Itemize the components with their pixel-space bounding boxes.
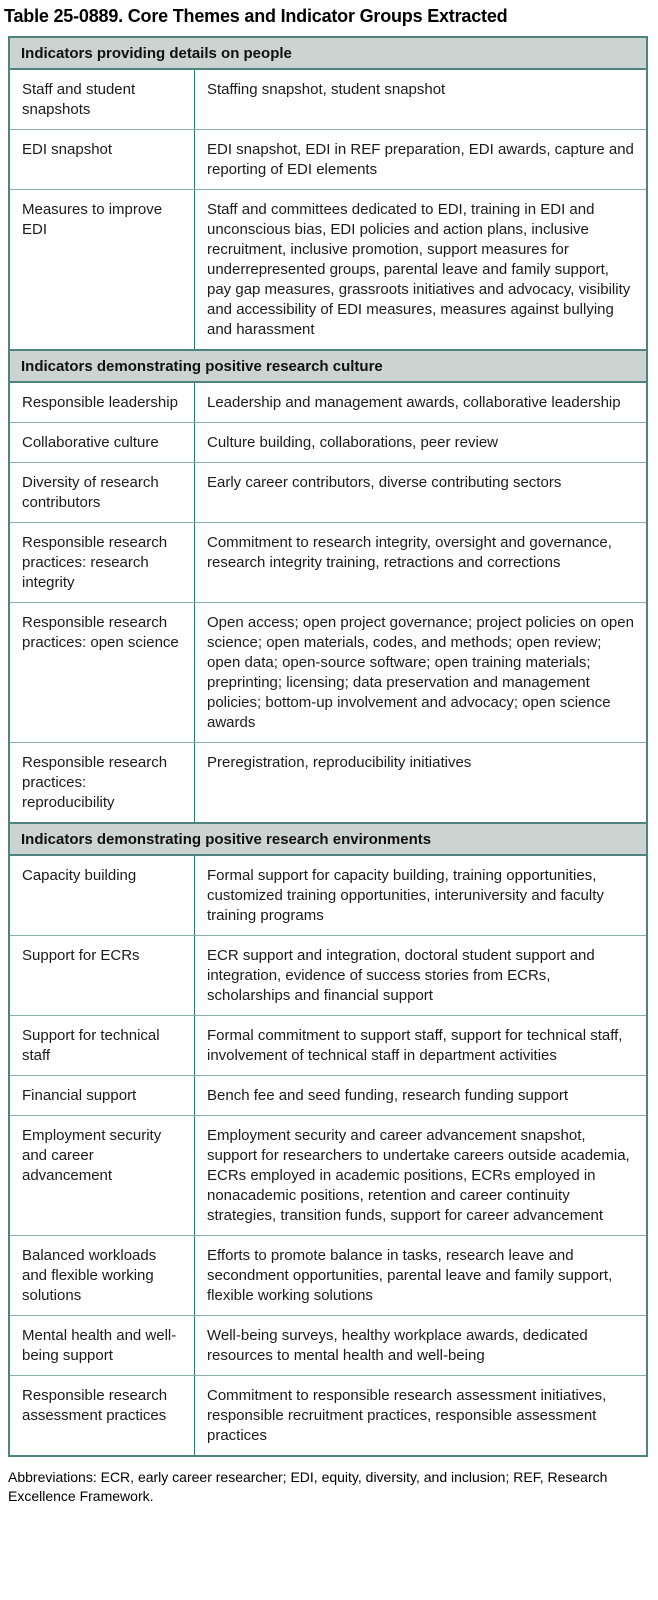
table-row: Balanced workloads and flexible working … [10, 1236, 646, 1316]
theme-cell: Mental health and well-being support [10, 1316, 195, 1375]
table-row: Measures to improve EDI Staff and committ… [10, 190, 646, 349]
table-title: Table 25-0889. Core Themes and Indicator… [4, 6, 508, 26]
indicators-cell: Employment security and career advanceme… [207, 1127, 630, 1224]
indicators-cell: Formal commitment to support staff, supp… [207, 1027, 623, 1064]
theme-cell: Financial support [10, 1076, 195, 1115]
table-row: Diversity of research contributors Early … [10, 463, 646, 523]
table-row: Capacity building Formal support for capa… [10, 856, 646, 936]
theme-cell: Employment security and career advanceme… [10, 1116, 195, 1235]
section-header: Indicators demonstrating positive resear… [10, 351, 646, 383]
theme-cell: Responsible research practices: open sci… [10, 603, 195, 742]
indicators-cell: Staff and committees dedicated to EDI, t… [207, 201, 631, 338]
table-row: Employment security and career advanceme… [10, 1116, 646, 1236]
indicators-cell: Culture building, collaborations, peer r… [207, 434, 498, 451]
table-row: Staff and student snapshots Staffing snap… [10, 70, 646, 130]
indicators-cell: ECR support and integration, doctoral st… [207, 947, 595, 1004]
indicators-cell: Leadership and management awards, collab… [207, 394, 621, 411]
section-body: Staff and student snapshots Staffing snap… [10, 70, 646, 351]
core-themes-table: Indicators providing details on people St… [8, 36, 648, 1457]
table-row: Responsible research assessment practice… [10, 1376, 646, 1455]
indicators-cell: Commitment to research integrity, oversi… [207, 534, 612, 571]
theme-cell: Collaborative culture [10, 423, 195, 462]
theme-cell: Staff and student snapshots [10, 70, 195, 129]
indicators-cell: Bench fee and seed funding, research fun… [207, 1087, 569, 1104]
theme-cell: Balanced workloads and flexible working … [10, 1236, 195, 1315]
section-header: Indicators providing details on people [10, 38, 646, 70]
indicators-cell: Preregistration, reproducibility initiat… [207, 754, 472, 771]
theme-cell: Support for technical staff [10, 1016, 195, 1075]
theme-cell: EDI snapshot [10, 130, 195, 189]
table-row: Responsible research practices: open sci… [10, 603, 646, 743]
indicators-cell: Formal support for capacity building, tr… [207, 867, 604, 924]
indicators-cell: Efforts to promote balance in tasks, res… [207, 1247, 613, 1304]
indicators-cell: Commitment to responsible research asses… [207, 1387, 607, 1444]
table-row: Responsible research practices: research… [10, 523, 646, 603]
table-row: Support for technical staff Formal commit… [10, 1016, 646, 1076]
document-page: Table 25-0889. Core Themes and Indicator… [4, 6, 648, 1504]
section-body: Responsible leadership Leadership and man… [10, 383, 646, 824]
table-row: EDI snapshot EDI snapshot, EDI in REF pre… [10, 130, 646, 190]
table-row: Collaborative culture Culture building, c… [10, 423, 646, 463]
table-row: Mental health and well-being support Well… [10, 1316, 646, 1376]
section-header: Indicators demonstrating positive resear… [10, 824, 646, 856]
table-row: Financial support Bench fee and seed fund… [10, 1076, 646, 1116]
theme-cell: Responsible research assessment practice… [10, 1376, 195, 1455]
section-body: Capacity building Formal support for capa… [10, 856, 646, 1455]
table-row: Responsible research practices: reproduc… [10, 743, 646, 822]
theme-cell: Measures to improve EDI [10, 190, 195, 349]
theme-cell: Responsible research practices: research… [10, 523, 195, 602]
indicators-cell: Open access; open project governance; pr… [207, 614, 634, 731]
theme-cell: Capacity building [10, 856, 195, 935]
table-row: Responsible leadership Leadership and man… [10, 383, 646, 423]
theme-cell: Support for ECRs [10, 936, 195, 1015]
indicators-cell: Early career contributors, diverse contr… [207, 474, 562, 491]
table-row: Support for ECRs ECR support and integrat… [10, 936, 646, 1016]
indicators-cell: EDI snapshot, EDI in REF preparation, ED… [207, 141, 634, 178]
theme-cell: Responsible leadership [10, 383, 195, 422]
theme-cell: Diversity of research contributors [10, 463, 195, 522]
abbreviations-footnote: Abbreviations: ECR, early career researc… [8, 1469, 608, 1504]
indicators-cell: Staffing snapshot, student snapshot [207, 81, 446, 98]
theme-cell: Responsible research practices: reproduc… [10, 743, 195, 822]
indicators-cell: Well-being surveys, healthy workplace aw… [207, 1327, 588, 1364]
